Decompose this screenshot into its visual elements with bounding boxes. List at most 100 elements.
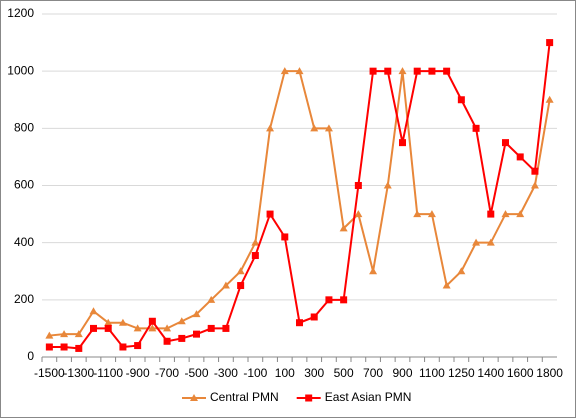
marker [89, 307, 98, 315]
marker [501, 210, 510, 218]
marker [305, 394, 313, 402]
x-tick-label: 1100 [419, 366, 445, 380]
legend-label: Central PMN [210, 390, 279, 404]
marker [442, 281, 451, 289]
marker [177, 317, 186, 325]
marker [104, 324, 112, 332]
x-tick-label: 900 [392, 366, 412, 380]
marker [118, 318, 127, 326]
legend-label: East Asian PMN [325, 390, 412, 404]
marker [193, 330, 200, 338]
marker [531, 167, 539, 175]
marker [487, 210, 495, 218]
marker [546, 39, 554, 47]
marker [399, 139, 406, 147]
marker [148, 317, 156, 325]
marker [280, 67, 289, 75]
y-tick-label: 800 [14, 121, 34, 135]
marker [427, 210, 436, 218]
y-tick-label: 200 [14, 292, 34, 306]
marker [266, 210, 274, 218]
marker [354, 182, 362, 189]
marker [207, 324, 215, 332]
y-tick-label: 600 [14, 178, 34, 192]
marker [74, 330, 83, 338]
y-tick-label: 1000 [7, 63, 34, 77]
marker [369, 67, 377, 75]
marker [310, 313, 318, 321]
marker [148, 324, 157, 332]
marker [266, 124, 275, 132]
marker [45, 343, 53, 351]
x-tick-label: 500 [334, 366, 354, 380]
marker [251, 252, 259, 260]
marker [60, 330, 69, 338]
x-tick-label: -700 [155, 366, 179, 380]
marker [486, 238, 495, 246]
marker [457, 267, 466, 275]
marker [207, 295, 216, 303]
marker [192, 310, 201, 318]
marker [60, 343, 68, 351]
x-tick-label: -1100 [93, 366, 123, 380]
marker [295, 67, 304, 75]
marker [190, 394, 198, 401]
marker [296, 319, 303, 327]
y-tick-label: 1200 [7, 6, 34, 20]
marker [310, 124, 319, 132]
marker [281, 233, 289, 241]
marker [237, 282, 245, 290]
marker [222, 324, 230, 332]
x-tick-label: 1600 [507, 366, 534, 380]
marker [428, 67, 436, 75]
marker [384, 67, 392, 75]
marker [104, 318, 113, 326]
marker [340, 296, 348, 304]
marker [178, 334, 186, 342]
marker [324, 124, 333, 132]
marker [236, 267, 245, 275]
x-tick-label: 1800 [536, 366, 563, 380]
marker [545, 95, 554, 103]
marker [413, 67, 421, 75]
marker [383, 181, 392, 189]
y-tick-label: 0 [27, 349, 34, 363]
marker [472, 124, 480, 132]
marker [398, 67, 407, 75]
marker [472, 238, 481, 246]
x-tick-label: -100 [243, 366, 267, 380]
marker [354, 210, 363, 218]
marker [45, 331, 54, 339]
marker [119, 343, 127, 351]
marker [502, 139, 509, 147]
x-tick-label: 700 [363, 366, 383, 380]
x-tick-label: 300 [304, 366, 324, 380]
y-tick-label: 400 [14, 235, 34, 249]
marker [369, 267, 378, 275]
x-tick-label: -900 [126, 366, 150, 380]
marker [221, 281, 230, 289]
x-tick-label: -1300 [63, 366, 94, 380]
x-tick-label: 1250 [448, 366, 475, 380]
marker [530, 181, 539, 189]
x-tick-label: -1500 [34, 366, 65, 380]
marker [516, 153, 524, 161]
marker [325, 296, 333, 304]
x-tick-label: 1400 [477, 366, 504, 380]
marker [133, 324, 142, 332]
marker [251, 238, 260, 246]
marker [413, 210, 422, 218]
marker [134, 342, 142, 350]
x-tick-label: 100 [275, 366, 295, 380]
x-tick-label: -300 [214, 366, 238, 380]
marker [339, 224, 348, 232]
marker [457, 96, 465, 104]
marker [516, 210, 525, 218]
marker [75, 344, 83, 352]
marker [163, 337, 171, 345]
x-tick-label: -500 [184, 366, 208, 380]
marker [443, 67, 451, 75]
marker [163, 324, 172, 332]
